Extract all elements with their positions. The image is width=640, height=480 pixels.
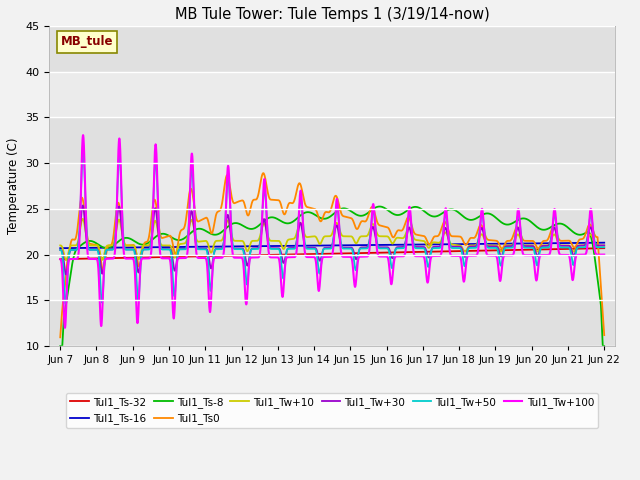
Bar — [49, 118, 615, 163]
Tul1_Ts-32 — [557, 246, 564, 252]
Line: Tul1_Tw+50: Tul1_Tw+50 — [60, 153, 604, 304]
Tul1_Ts-16 — [315, 243, 323, 249]
Tul1_Ts-32 — [289, 252, 297, 257]
Legend: Tul1_Ts-32, Tul1_Ts-16, Tul1_Ts-8, Tul1_Ts0, Tul1_Tw+10, Tul1_Tw+30, Tul1_Tw+50,: Tul1_Ts-32, Tul1_Ts-16, Tul1_Ts-8, Tul1_… — [67, 393, 598, 428]
Tul1_Ts-16 — [600, 240, 608, 246]
Tul1_Tw+30 — [79, 203, 86, 208]
Tul1_Ts-32 — [600, 245, 608, 251]
Tul1_Tw+100 — [285, 254, 293, 260]
Tul1_Ts-16 — [452, 241, 460, 247]
Tul1_Tw+50 — [285, 246, 293, 252]
Tul1_Tw+10 — [79, 216, 86, 222]
Tul1_Ts-8 — [376, 204, 383, 209]
Tul1_Ts-16 — [557, 240, 564, 246]
Tul1_Ts0 — [584, 225, 591, 230]
Tul1_Ts-16 — [289, 243, 297, 249]
Tul1_Tw+100 — [315, 288, 323, 294]
Line: Tul1_Ts0: Tul1_Ts0 — [60, 173, 604, 337]
Tul1_Tw+100 — [289, 254, 297, 260]
Tul1_Ts-8 — [56, 343, 64, 349]
Title: MB Tule Tower: Tule Temps 1 (3/19/14-now): MB Tule Tower: Tule Temps 1 (3/19/14-now… — [175, 7, 490, 22]
Tul1_Tw+100 — [79, 132, 87, 138]
Tul1_Tw+50 — [56, 247, 64, 253]
Bar — [49, 209, 615, 254]
Tul1_Ts-32 — [315, 251, 323, 257]
Tul1_Tw+50 — [557, 244, 564, 250]
Tul1_Tw+50 — [62, 301, 70, 307]
Bar — [49, 26, 615, 72]
Line: Tul1_Tw+30: Tul1_Tw+30 — [60, 205, 604, 275]
Tul1_Tw+30 — [452, 244, 460, 250]
Tul1_Ts-16 — [285, 243, 292, 249]
Text: MB_tule: MB_tule — [61, 36, 113, 48]
Tul1_Tw+100 — [452, 253, 460, 259]
Tul1_Ts-32 — [452, 248, 460, 254]
Tul1_Ts0 — [285, 201, 292, 206]
Tul1_Tw+50 — [452, 245, 460, 251]
Tul1_Tw+100 — [56, 256, 64, 262]
Tul1_Tw+10 — [584, 236, 591, 242]
Tul1_Tw+10 — [452, 242, 460, 248]
Tul1_Ts-8 — [600, 343, 608, 349]
Tul1_Ts0 — [259, 170, 267, 176]
Tul1_Tw+30 — [315, 256, 323, 262]
Tul1_Ts-8 — [584, 229, 591, 235]
Tul1_Ts-16 — [56, 245, 64, 251]
Tul1_Ts0 — [452, 233, 460, 239]
Line: Tul1_Tw+10: Tul1_Tw+10 — [60, 219, 604, 260]
Tul1_Ts-32 — [584, 246, 591, 252]
Tul1_Tw+10 — [289, 236, 297, 242]
Tul1_Tw+10 — [56, 242, 64, 248]
Tul1_Ts-8 — [452, 208, 460, 214]
Bar — [49, 300, 615, 346]
Tul1_Ts0 — [557, 238, 564, 244]
Line: Tul1_Ts-16: Tul1_Ts-16 — [60, 243, 604, 248]
Tul1_Tw+10 — [285, 237, 293, 242]
Tul1_Tw+30 — [557, 243, 564, 249]
Tul1_Ts-8 — [285, 220, 292, 226]
Tul1_Tw+30 — [62, 272, 70, 277]
Tul1_Ts-8 — [315, 214, 323, 220]
Tul1_Ts0 — [289, 200, 297, 205]
Tul1_Tw+30 — [285, 245, 293, 251]
Tul1_Tw+30 — [56, 247, 64, 253]
Tul1_Tw+50 — [600, 244, 608, 250]
Tul1_Ts-32 — [56, 256, 64, 262]
Tul1_Ts0 — [600, 332, 608, 338]
Tul1_Ts-16 — [584, 240, 591, 246]
Tul1_Tw+30 — [584, 234, 591, 240]
Tul1_Tw+100 — [600, 252, 608, 257]
Tul1_Tw+50 — [289, 246, 297, 252]
Tul1_Tw+30 — [289, 245, 297, 251]
Tul1_Tw+50 — [315, 269, 323, 275]
Tul1_Tw+10 — [600, 242, 608, 248]
Line: Tul1_Ts-32: Tul1_Ts-32 — [60, 248, 604, 259]
Tul1_Tw+10 — [62, 257, 70, 263]
Y-axis label: Temperature (C): Temperature (C) — [7, 138, 20, 234]
Tul1_Tw+100 — [584, 239, 591, 245]
Tul1_Tw+50 — [584, 234, 591, 240]
Line: Tul1_Ts-8: Tul1_Ts-8 — [60, 206, 604, 346]
Tul1_Tw+30 — [600, 242, 608, 248]
Tul1_Tw+10 — [315, 240, 323, 246]
Tul1_Tw+50 — [79, 150, 87, 156]
Tul1_Ts-32 — [285, 252, 292, 257]
Tul1_Ts0 — [315, 215, 323, 221]
Line: Tul1_Tw+100: Tul1_Tw+100 — [60, 135, 604, 328]
Tul1_Tw+10 — [557, 242, 564, 248]
Tul1_Ts0 — [56, 335, 64, 340]
Tul1_Ts-8 — [289, 218, 297, 224]
Tul1_Tw+100 — [61, 325, 69, 331]
Tul1_Ts-8 — [557, 221, 564, 227]
Tul1_Tw+100 — [557, 252, 564, 258]
